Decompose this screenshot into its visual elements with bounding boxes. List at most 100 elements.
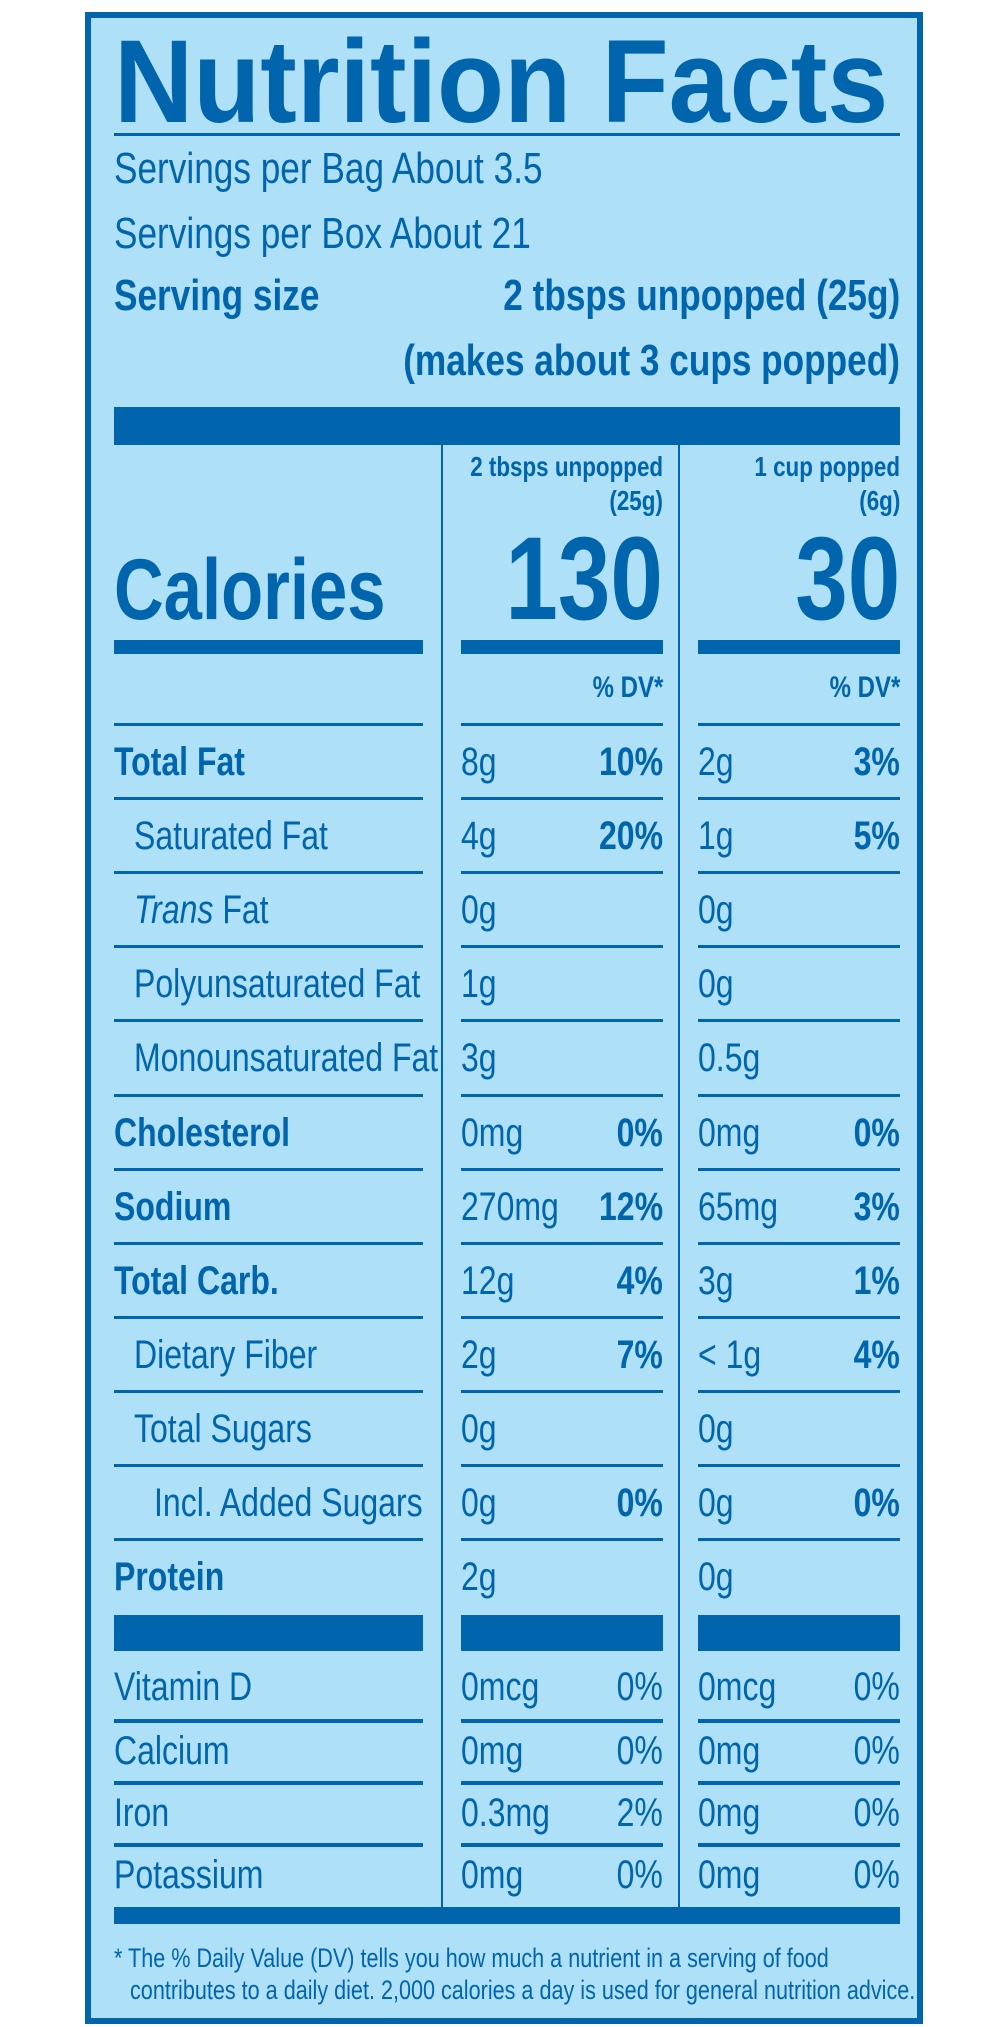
nutrient-label-rest: Fat (222, 888, 269, 933)
dv-col-1: 0% (605, 1843, 663, 1907)
amount-col-1-text: 3g (461, 1036, 497, 1081)
amount-col-1-text: 4g (461, 814, 497, 859)
row-divider (698, 1167, 900, 1171)
dv-col-2-text: 0% (853, 1791, 900, 1835)
amount-col-2: 0g (698, 947, 743, 1021)
row-divider (114, 1781, 423, 1785)
amount-col-1-text: 0g (461, 888, 497, 933)
thick-divider (461, 1615, 663, 1651)
nutrient-label: Total Sugars (134, 1392, 356, 1466)
column-divider (441, 445, 443, 1907)
amount-col-2: 0.5g (698, 1021, 776, 1095)
dv-header-1: % DV* (592, 671, 663, 704)
row-divider (461, 797, 663, 801)
dv-col-2: 0% (842, 1719, 900, 1783)
row-divider (114, 1843, 423, 1847)
row-divider (114, 1464, 423, 1467)
nutrient-label: Saturated Fat (134, 799, 376, 873)
dv-col-1-text: 0% (616, 1110, 663, 1155)
row-divider (461, 1538, 663, 1542)
amount-col-2: 0g (698, 1466, 743, 1540)
dv-col-2: 0% (842, 1781, 900, 1845)
row-divider (114, 723, 423, 726)
amount-col-1: 0.3mg (461, 1781, 572, 1845)
amount-col-2-text: 0mg (698, 1791, 761, 1835)
column-1-header: 2 tbsps unpopped (25g) (470, 451, 663, 516)
dv-col-1-text: 0% (616, 1481, 663, 1525)
dv-col-2-text: 0% (853, 1665, 900, 1709)
footnote-line-1: * The % Daily Value (DV) tells you how m… (114, 1943, 829, 1973)
row-divider (461, 1241, 663, 1245)
dv-col-1-text: 4% (616, 1258, 663, 1303)
dv-col-2: 0% (842, 1466, 900, 1540)
nutrient-label-text: Total Carb. (114, 1258, 279, 1303)
nutrient-label-text: Polyunsaturated Fat (134, 962, 421, 1007)
dv-col-2: 0% (842, 1655, 900, 1719)
row-divider (698, 1315, 900, 1319)
row-divider (461, 1389, 663, 1393)
title: Nutrition Facts (114, 16, 889, 148)
nutrient-label: Incl. Added Sugars (154, 1466, 490, 1540)
amount-col-2-text: 1g (698, 814, 734, 859)
vitamin-label: Vitamin D (114, 1655, 287, 1719)
amount-col-2: 0mg (698, 1096, 776, 1170)
amount-col-2: 0g (698, 1392, 743, 1466)
amount-col-2: 0mcg (698, 1655, 796, 1719)
amount-col-1: 2g (461, 1540, 506, 1614)
nutrient-label: Sodium (114, 1170, 261, 1244)
amount-col-1-text: 12g (461, 1258, 515, 1303)
dv-col-1-text: 7% (616, 1332, 663, 1377)
vitamin-label: Iron (114, 1781, 183, 1845)
amount-col-1: 2g (461, 1318, 506, 1392)
amount-col-2-text: 0mg (698, 1729, 761, 1773)
amount-col-1-text: 0mcg (461, 1665, 540, 1709)
vitamin-label: Calcium (114, 1719, 258, 1783)
amount-col-1-text: 8g (461, 740, 497, 784)
amount-col-1: 8g (461, 725, 506, 799)
servings-per-box: Servings per Box About 21 (114, 209, 531, 258)
dv-col-1-text: 20% (598, 814, 663, 859)
row-divider (698, 1389, 900, 1393)
row-divider (114, 1538, 423, 1542)
nutrient-label-text: Monounsaturated Fat (134, 1036, 439, 1081)
amount-col-1-text: 2g (461, 1555, 497, 1600)
dv-col-2-text: 0% (853, 1729, 900, 1773)
amount-col-1-text: 0mg (461, 1729, 524, 1773)
row-divider (461, 1167, 663, 1171)
dv-col-2-text: 4% (853, 1332, 900, 1377)
row-divider (698, 723, 900, 726)
row-divider (114, 1167, 423, 1171)
calories-value-2: 30 (794, 513, 900, 645)
nutrient-label: Polyunsaturated Fat (134, 947, 492, 1021)
dv-col-1: 0% (605, 1719, 663, 1783)
amount-col-1: 3g (461, 1021, 506, 1095)
row-divider (461, 871, 663, 875)
amount-col-1-text: 0mg (461, 1110, 524, 1155)
nutrient-label-text: Cholesterol (114, 1110, 291, 1155)
row-divider (461, 1843, 663, 1847)
row-divider (698, 797, 900, 801)
amount-col-1-text: 0mg (461, 1853, 524, 1897)
dv-col-2: 0% (842, 1843, 900, 1907)
amount-col-1: 0mg (461, 1719, 539, 1783)
dv-col-1: 0% (605, 1096, 663, 1170)
dv-col-1: 10% (583, 725, 663, 799)
nutrient-label-text: Total Sugars (134, 1406, 312, 1451)
row-divider (114, 945, 423, 949)
amount-col-2-text: 0g (698, 1406, 734, 1451)
amount-col-2-text: 2g (698, 740, 734, 784)
amount-col-2: 1g (698, 799, 743, 873)
column-2-header: 1 cup popped (6g) (754, 451, 900, 516)
calories-label: Calories (114, 542, 386, 638)
thick-divider (698, 1615, 900, 1651)
nutrient-label: Cholesterol (114, 1096, 334, 1170)
dv-col-1: 2% (605, 1781, 663, 1845)
amount-col-1-text: 1g (461, 962, 497, 1007)
nutrient-label-text: Incl. Added Sugars (154, 1481, 423, 1525)
dv-col-1: 4% (605, 1244, 663, 1318)
dv-col-2: 5% (842, 799, 900, 873)
row-divider (698, 1464, 900, 1467)
servings-per-bag: Servings per Bag About 3.5 (114, 144, 543, 193)
amount-col-1: 4g (461, 799, 506, 873)
vitamin-label-text: Potassium (114, 1853, 264, 1897)
